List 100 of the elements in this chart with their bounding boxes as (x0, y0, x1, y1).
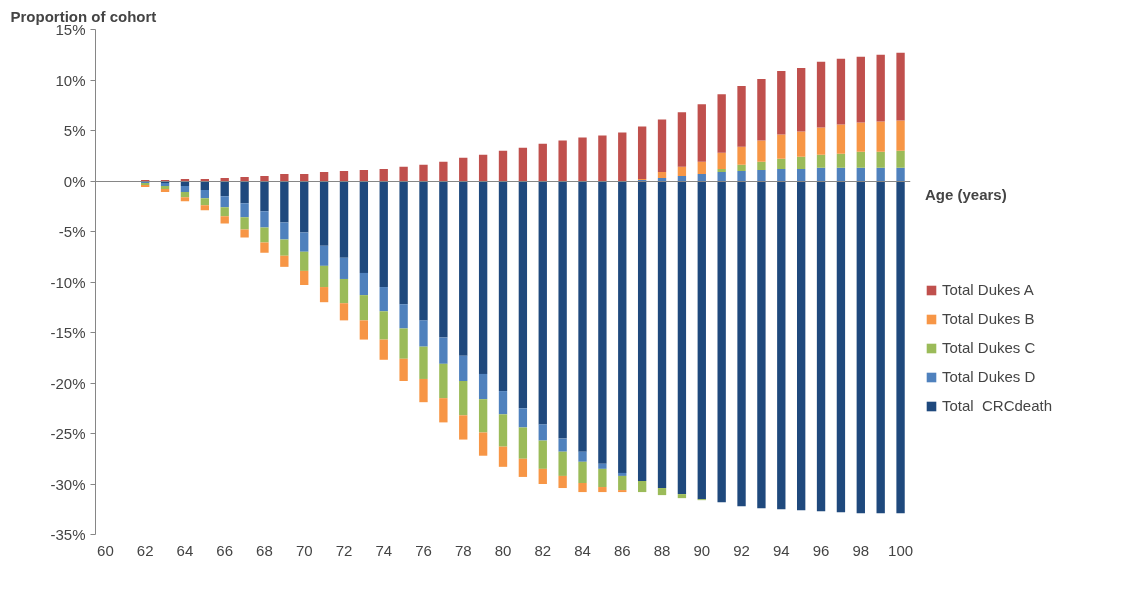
bar (339, 170, 349, 181)
bar (896, 52, 905, 121)
x-tick-label: 86 (613, 541, 631, 559)
bar (379, 311, 388, 340)
bar (439, 337, 448, 364)
bar (220, 196, 229, 208)
x-tick-label: 66 (216, 541, 234, 559)
bar (816, 181, 826, 512)
bar (359, 295, 369, 321)
bar (737, 146, 746, 165)
bar (200, 178, 209, 181)
bar (280, 239, 289, 256)
x-tick-label: 70 (295, 541, 313, 559)
bar (578, 137, 587, 181)
x-tick-label: 100 (888, 541, 914, 559)
bar (657, 171, 667, 178)
bar (319, 181, 329, 246)
bar (180, 186, 190, 193)
bar (558, 181, 567, 439)
bar (757, 181, 766, 509)
bar (399, 328, 408, 359)
x-tick-label: 62 (136, 541, 154, 559)
bar (598, 463, 607, 469)
legend-label: Total Dukes B (942, 310, 1035, 327)
bar (399, 358, 408, 381)
bar (876, 54, 885, 122)
bar (439, 161, 448, 181)
bar (538, 143, 547, 181)
bar (300, 181, 309, 233)
bar (459, 415, 468, 440)
bar (300, 173, 309, 181)
bar (757, 140, 766, 162)
bar (379, 181, 388, 288)
bar (319, 265, 329, 288)
bar (598, 487, 607, 493)
bar (836, 167, 846, 181)
bar (797, 168, 806, 181)
bar (836, 181, 846, 513)
bar (339, 303, 349, 321)
bar (300, 270, 309, 286)
bar (816, 61, 826, 128)
bar (697, 161, 706, 174)
bar (757, 161, 766, 170)
bar (339, 181, 349, 258)
y-tick-label: 5% (63, 122, 86, 139)
bar (816, 154, 826, 168)
bar (478, 154, 488, 181)
bar (618, 472, 627, 476)
bar (260, 227, 269, 243)
bar (558, 438, 567, 452)
legend-label: Total Dukes A (942, 281, 1034, 298)
bar (697, 173, 706, 181)
bar (419, 378, 428, 403)
x-tick-label: 96 (812, 541, 830, 559)
bar (240, 176, 249, 181)
bar (777, 70, 786, 135)
bar (200, 190, 209, 199)
bar (300, 251, 309, 271)
bar (339, 257, 349, 279)
bar (737, 181, 746, 507)
y-tick-label: -15% (50, 324, 86, 341)
y-tick-label: -5% (58, 223, 86, 240)
bar (439, 363, 448, 399)
bar (876, 167, 885, 181)
bar (439, 398, 448, 423)
bar (618, 490, 627, 493)
bar (797, 67, 806, 132)
y-tick-label: 10% (55, 71, 86, 89)
bar (737, 170, 746, 181)
bar (797, 156, 806, 169)
bar (399, 181, 408, 305)
bar (439, 181, 448, 338)
x-tick-label: 68 (256, 541, 273, 559)
bar (856, 151, 865, 168)
bar (876, 121, 885, 152)
x-tick-label: 72 (335, 541, 353, 559)
x-tick-label: 82 (534, 541, 552, 559)
bar (777, 181, 786, 510)
bar (677, 494, 687, 499)
bar (518, 147, 528, 181)
bar (280, 222, 289, 240)
bar (816, 167, 826, 181)
bar (319, 287, 329, 303)
x-tick-label: 94 (772, 541, 790, 559)
bar (717, 94, 726, 153)
bar (419, 181, 428, 321)
x-axis-title: Age (years) (925, 186, 1008, 203)
bar (677, 166, 687, 176)
bar (280, 173, 289, 181)
bar (777, 158, 786, 169)
bar (359, 169, 369, 181)
bar (637, 181, 647, 481)
bar (300, 232, 309, 252)
bar (657, 177, 667, 181)
bar (737, 164, 746, 171)
bar (797, 181, 806, 511)
bar (717, 168, 726, 172)
x-tick-label: 78 (454, 541, 472, 559)
bar (777, 134, 786, 159)
bar (677, 181, 687, 495)
